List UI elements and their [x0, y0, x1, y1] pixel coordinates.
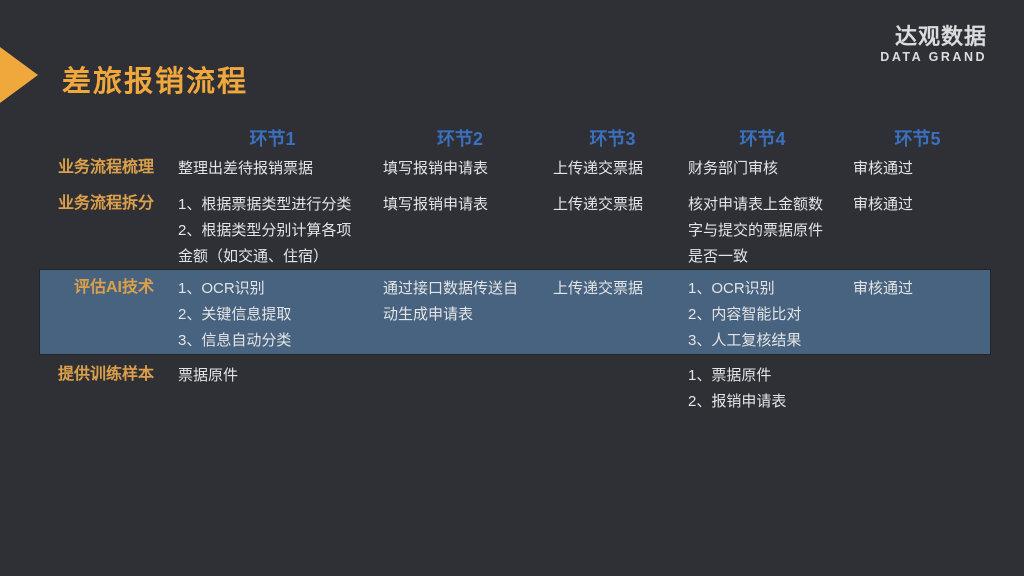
- cell-r4-c5: [845, 354, 990, 443]
- cell-r1-c2: 填写报销申请表: [375, 156, 545, 182]
- table-row-3: 评估AI技术 1、OCR识别 2、关键信息提取 3、信息自动分类 通过接口数据传送自动生…: [39, 269, 991, 355]
- table-body: 业务流程梳理 整理出差待报销票据 填写报销申请表 上传递交票据 财务部门审核 审核通过 业务…: [39, 156, 991, 443]
- cell-line: 3、人工复核结果: [688, 332, 802, 349]
- brand-logo-cn: 达观数据: [894, 24, 987, 49]
- page-title: 差旅报销流程: [62, 66, 249, 98]
- row-label-2: 业务流程拆分: [57, 195, 154, 212]
- cell-r2-c4: 核对申请表上金额数字与提交的票据原件是否一致: [680, 182, 845, 270]
- cell-line: 通过接口数据传送自动生成申请表: [383, 280, 519, 323]
- row-label-3: 评估AI技术: [73, 279, 154, 296]
- process-table: 环节1 环节2 环节3 环节4 环节5 业务流程梳理 整理出差待报销票据 填写报销申请表 上传…: [39, 120, 991, 443]
- cell-line: 1、OCR识别: [178, 280, 265, 297]
- cell-r2-c1: 1、根据票据类型进行分类 2、根据类型分别计算各项金额（如交通、住宿）: [170, 182, 375, 270]
- cell-r4-c4: 1、票据原件 2、报销申请表: [680, 354, 845, 443]
- table-row-2: 业务流程拆分 1、根据票据类型进行分类 2、根据类型分别计算各项金额（如交通、住宿）…: [40, 182, 990, 270]
- cell-line: 2、关键信息提取: [178, 306, 292, 323]
- table-header-row: 环节1 环节2 环节3 环节4 环节5: [40, 120, 990, 156]
- cell-r1-c5: 审核通过: [845, 156, 990, 182]
- cell-line: 财务部门审核: [688, 160, 779, 177]
- cell-r4-c1: 票据原件: [170, 354, 375, 443]
- cell-line: 上传递交票据: [553, 160, 644, 177]
- brand-logo-en: DATA GRAND: [880, 50, 987, 64]
- cell-line: 填写报销申请表: [383, 196, 489, 213]
- brand-logo: 达观数据 DATA GRAND: [880, 24, 987, 65]
- cell-line: 1、根据票据类型进行分类: [178, 196, 352, 213]
- column-header-2: 环节2: [436, 129, 483, 149]
- cell-r3-c1: 1、OCR识别 2、关键信息提取 3、信息自动分类: [170, 270, 375, 354]
- cell-line: 审核通过: [853, 280, 914, 297]
- row-label-4: 提供训练样本: [57, 366, 154, 383]
- row-label-1: 业务流程梳理: [57, 159, 154, 176]
- column-header-3: 环节3: [589, 129, 636, 149]
- title-arrow-icon: [0, 47, 38, 103]
- cell-line: 1、票据原件: [688, 367, 772, 384]
- cell-r2-c2: 填写报销申请表: [375, 182, 545, 270]
- cell-r1-c3: 上传递交票据: [545, 156, 680, 182]
- column-header-5: 环节5: [894, 129, 941, 149]
- cell-line: 填写报销申请表: [383, 160, 489, 177]
- cell-line: 上传递交票据: [553, 280, 644, 297]
- cell-r1-c1: 整理出差待报销票据: [170, 156, 375, 182]
- column-header-1: 环节1: [249, 129, 296, 149]
- table-row-1: 业务流程梳理 整理出差待报销票据 填写报销申请表 上传递交票据 财务部门审核 审核通过: [40, 156, 990, 182]
- cell-line: 2、内容智能比对: [688, 306, 802, 323]
- table-row-4: 提供训练样本 票据原件 1、票据原件 2、报销申请表: [40, 354, 990, 443]
- cell-line: 1、OCR识别: [688, 280, 775, 297]
- cell-line: 2、根据类型分别计算各项金额（如交通、住宿）: [178, 222, 352, 265]
- cell-r4-c3: [545, 354, 680, 443]
- column-header-4: 环节4: [739, 129, 786, 149]
- cell-r3-c2: 通过接口数据传送自动生成申请表: [375, 270, 545, 354]
- cell-line: 整理出差待报销票据: [178, 160, 314, 177]
- cell-line: 审核通过: [853, 196, 914, 213]
- cell-line: 票据原件: [178, 367, 239, 384]
- cell-line: 上传递交票据: [553, 196, 644, 213]
- cell-line: 审核通过: [853, 160, 914, 177]
- cell-r3-c4: 1、OCR识别 2、内容智能比对 3、人工复核结果: [680, 270, 845, 354]
- cell-r3-c5: 审核通过: [845, 270, 990, 354]
- cell-line: 核对申请表上金额数字与提交的票据原件是否一致: [688, 196, 824, 265]
- cell-r1-c4: 财务部门审核: [680, 156, 845, 182]
- cell-line: 3、信息自动分类: [178, 332, 292, 349]
- cell-r2-c5: 审核通过: [845, 182, 990, 270]
- cell-r2-c3: 上传递交票据: [545, 182, 680, 270]
- cell-line: 2、报销申请表: [688, 393, 787, 410]
- cell-r4-c2: [375, 354, 545, 443]
- cell-r3-c3: 上传递交票据: [545, 270, 680, 354]
